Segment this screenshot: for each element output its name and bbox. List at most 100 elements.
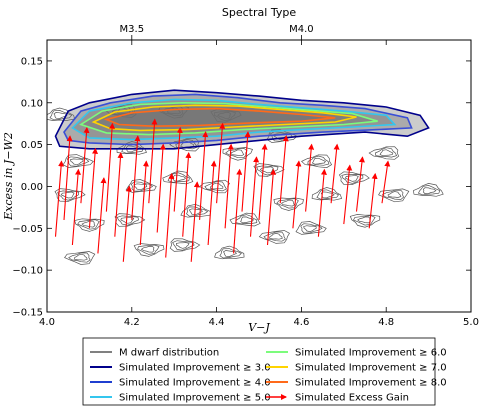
x-tick-label-5: 5.0 [463,317,479,328]
contour-15 [210,109,242,123]
x-tick-label-3: 4.6 [293,317,309,328]
excess-gain-arrow-25 [266,168,277,246]
legend-item-0: M dwarf distribution [90,348,219,359]
excess-gain-arrow-22 [241,131,251,212]
contour-31 [413,183,444,197]
x-tick-label-1: 4.2 [124,317,140,328]
excess-gain-arrow-13 [165,172,175,258]
contour-4 [64,251,96,265]
y-tick-label-0: −0.15 [12,308,43,319]
improvement-region-8 [103,107,336,128]
excess-gain-arrow-1 [63,135,73,220]
contour-28 [349,214,381,228]
excess-gain-arrow-16 [190,181,200,262]
legend-label-7: Simulated Excess Gain [295,393,409,404]
legend-label-4: Simulated Improvement ≥ 6.0 [295,348,447,359]
plot-frame [46,39,472,313]
y-tick-label-3: 0.00 [21,182,43,193]
excess-gain-arrow-0 [54,160,65,237]
excess-gain-arrow-10 [139,160,149,246]
top-tick-label-1: M4.0 [289,24,314,35]
excess-gain-arrow-27 [292,160,302,229]
excess-gain-arrow-32 [355,156,365,212]
top-tick-label-0: M3.5 [120,24,145,35]
excess-gain-arrow-30 [330,143,340,204]
legend-item-2: Simulated Improvement ≥ 4.0 [90,378,271,389]
excess-gain-arrow-31 [343,164,353,225]
improvement-region-7 [91,104,357,132]
plot-area [47,89,444,265]
contour-25 [311,187,343,201]
excess-gain-arrow-19 [216,122,226,204]
excess-gain-arrow-11 [148,118,158,204]
excess-gain-arrow-17 [199,131,209,220]
legend-label-6: Simulated Improvement ≥ 8.0 [295,378,447,389]
y-tick-label-4: 0.05 [21,140,43,151]
legend: M dwarf distribution Simulated Improvemen… [82,337,447,406]
contour-8 [114,213,146,227]
excess-gain-arrow-12 [156,143,166,233]
top-axis-label: Spectral Type [222,6,296,19]
contour-12 [162,170,194,185]
excess-gain-arrow-8 [122,185,132,262]
contour-26 [295,221,327,235]
excess-gain-arrow-15 [182,152,192,237]
excess-gain-arrow-4 [88,147,99,229]
legend-box [82,337,436,406]
legend-item-1: Simulated Improvement ≥ 3.0 [90,363,271,374]
contour-21 [253,163,285,177]
x-tick-label-2: 4.4 [209,317,225,328]
legend-label-3: Simulated Improvement ≥ 5.0 [119,393,271,404]
excess-gain-arrow-20 [224,143,234,229]
excess-gain-arrow-6 [105,122,116,212]
y-tick-label-5: 0.10 [21,98,43,109]
contour-23 [258,230,290,244]
excess-gain-arrow-24 [258,143,268,220]
excess-gain-arrow-26 [279,135,289,204]
top-axis: M3.5 M4.0 [120,24,314,40]
x-axis: 4.0 4.2 4.4 4.6 4.8 5.0 [39,40,479,328]
excess-gain-arrow-14 [173,126,183,212]
x-tick-label-4: 4.8 [378,317,394,328]
contour-16 [222,147,253,161]
legend-label-2: Simulated Improvement ≥ 4.0 [119,378,271,389]
y-tick-label-1: −0.10 [12,266,43,277]
contour-7 [125,179,157,193]
contour-9 [133,243,165,257]
excess-gain-arrow-29 [317,168,327,237]
excess-gain-arrows [54,118,391,262]
legend-item-4: Simulated Improvement ≥ 6.0 [266,348,447,359]
excess-gain-arrow-3 [80,126,90,204]
x-axis-label: V−J [248,321,270,334]
excess-gain-arrow-9 [131,135,141,220]
x-tick-label-0: 4.0 [39,317,55,328]
excess-gain-arrow-18 [207,160,217,246]
contour-3 [74,218,105,232]
contour-13 [180,204,212,218]
legend-item-6: Simulated Improvement ≥ 8.0 [266,378,447,389]
y-tick-label-2: −0.05 [12,224,43,235]
excess-gain-arrow-7 [114,152,124,237]
contour-24 [300,154,333,168]
excess-gain-arrow-33 [368,172,378,229]
excess-gain-arrow-23 [249,156,260,237]
legend-item-7: Simulated Excess Gain [266,393,409,404]
contour-29 [378,188,410,203]
y-axis: −0.15 −0.10 −0.05 0.00 0.05 0.10 0.15 [12,56,471,319]
legend-item-3: Simulated Improvement ≥ 5.0 [90,393,271,404]
contour-14 [169,238,201,252]
legend-label-5: Simulated Improvement ≥ 7.0 [295,363,447,374]
contour-17 [198,179,230,194]
excess-gain-arrow-28 [305,143,315,212]
legend-label-0: M dwarf distribution [119,348,219,359]
excess-gain-arrow-34 [381,160,391,204]
y-tick-label-6: 0.15 [21,56,43,67]
excess-gain-arrow-2 [71,168,81,246]
contour-30 [368,146,400,160]
legend-item-5: Simulated Improvement ≥ 7.0 [266,363,447,374]
contour-19 [214,245,245,260]
legend-label-1: Simulated Improvement ≥ 3.0 [119,363,271,374]
contour-18 [229,212,261,227]
contour-27 [338,171,370,185]
